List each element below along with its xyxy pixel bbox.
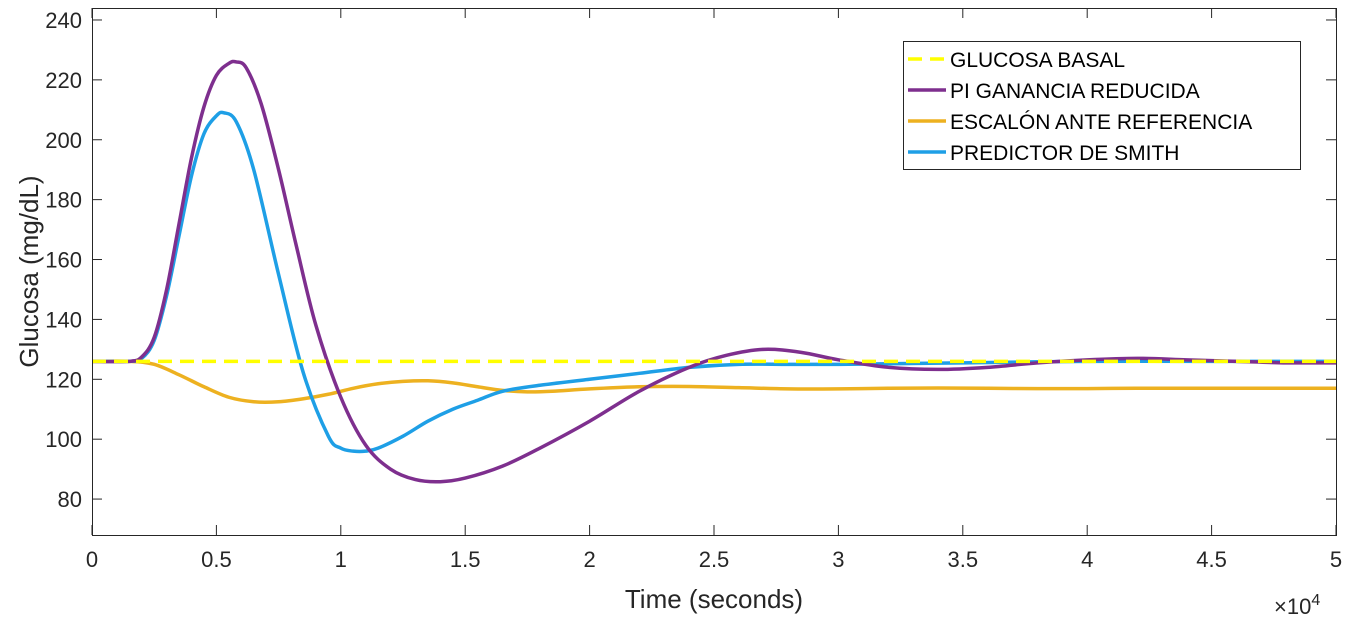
x-tick-label: 3 <box>832 547 844 572</box>
y-axis-ticks: 80 100 120 140 160 180 200 220 240 <box>45 8 1336 512</box>
legend-label-0: GLUCOSA BASAL <box>950 49 1125 72</box>
y-tick-label: 220 <box>45 68 82 93</box>
x-tick-label: 5 <box>1330 547 1342 572</box>
series-line-1 <box>92 59 1336 484</box>
y-tick-label: 180 <box>45 188 82 213</box>
x-axis-exponent-base: ×10 <box>1274 594 1311 619</box>
legend-box <box>903 41 1301 170</box>
series-layer <box>92 59 1336 484</box>
x-tick-label: 4.5 <box>1196 547 1227 572</box>
y-tick-label: 240 <box>45 8 82 33</box>
y-tick-label: 160 <box>45 248 82 273</box>
legend-label-2: ESCALÓN ANTE REFERENCIA <box>950 111 1252 134</box>
x-tick-label: 2.5 <box>699 547 730 572</box>
x-tick-label: 1 <box>335 547 347 572</box>
x-tick-label: 0 <box>86 547 98 572</box>
y-tick-label: 120 <box>45 367 82 392</box>
y-tick-label: 100 <box>45 427 82 452</box>
legend-label-3: PREDICTOR DE SMITH <box>950 142 1179 165</box>
x-tick-label: 0.5 <box>201 547 232 572</box>
y-axis-label: Glucosa (mg/dL) <box>14 175 44 367</box>
x-tick-label: 1.5 <box>450 547 481 572</box>
x-tick-label: 2 <box>583 547 595 572</box>
x-tick-label: 3.5 <box>948 547 979 572</box>
legend: GLUCOSA BASAL PI GANANCIA REDUCIDA ESCALÓN… <box>903 41 1301 170</box>
y-tick-label: 80 <box>58 487 82 512</box>
series-line-2 <box>92 359 1336 404</box>
y-tick-label: 140 <box>45 307 82 332</box>
legend-label-1: PI GANANCIA REDUCIDA <box>950 80 1200 103</box>
y-tick-label: 200 <box>45 128 82 153</box>
x-tick-label: 4 <box>1081 547 1093 572</box>
x-axis-ticks: 0 0.5 1 1.5 2 2.5 3 3.5 4 4.5 5 <box>86 8 1342 572</box>
x-axis-exponent: ×104 <box>1274 592 1320 619</box>
x-axis-exponent-power: 4 <box>1311 592 1320 609</box>
x-axis-label: Time (seconds) <box>625 584 803 614</box>
